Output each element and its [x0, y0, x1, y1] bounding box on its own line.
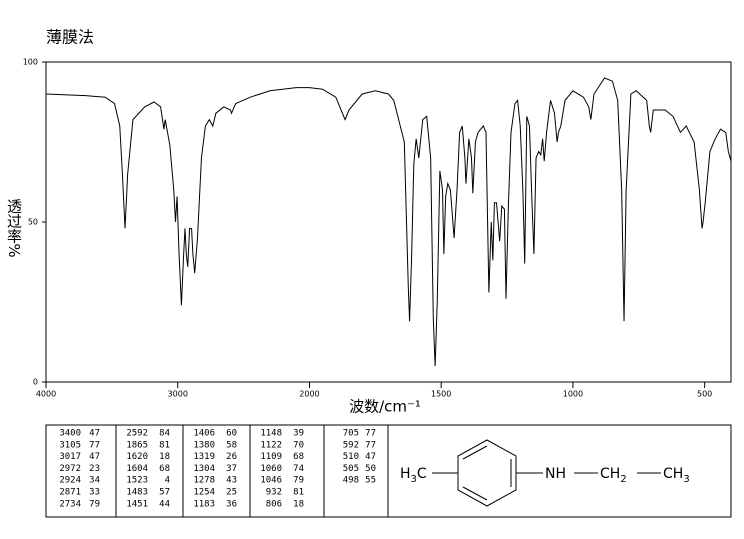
- peak-transmittance: 81: [159, 440, 170, 450]
- y-tick-label: 100: [23, 58, 38, 67]
- peak-wavenumber: 3017: [59, 452, 81, 462]
- atom: H: [400, 466, 411, 482]
- peak-transmittance: 47: [365, 452, 376, 462]
- peak-transmittance: 55: [365, 476, 376, 486]
- peak-wavenumber: 3400: [59, 429, 81, 439]
- peak-wavenumber: 2972: [59, 464, 81, 474]
- chart-title: 薄膜法: [46, 28, 94, 47]
- subscript: 3: [411, 474, 417, 485]
- peak-transmittance: 23: [89, 464, 100, 474]
- peak-wavenumber: 1304: [193, 464, 215, 474]
- peak-wavenumber: 1523: [126, 476, 148, 486]
- peak-transmittance: 84: [159, 429, 170, 439]
- structure-label: CH3: [663, 466, 690, 485]
- peak-wavenumber: 1319: [193, 452, 215, 462]
- peak-wavenumber: 932: [266, 488, 282, 498]
- peak-wavenumber: 1122: [260, 440, 282, 450]
- peak-wavenumber: 1451: [126, 499, 148, 509]
- peak-transmittance: 68: [159, 464, 170, 474]
- peak-wavenumber: 1148: [260, 429, 282, 439]
- structure-label: CH2: [600, 466, 627, 485]
- peak-transmittance: 77: [365, 429, 376, 439]
- peak-transmittance: 18: [159, 452, 170, 462]
- peak-wavenumber: 1254: [193, 488, 215, 498]
- peak-transmittance: 44: [159, 499, 170, 509]
- peak-wavenumber: 2871: [59, 488, 81, 498]
- peak-transmittance: 25: [226, 488, 237, 498]
- peak-wavenumber: 510: [343, 452, 359, 462]
- x-tick-label: 1000: [563, 390, 583, 399]
- peak-transmittance: 37: [226, 464, 237, 474]
- peak-wavenumber: 705: [343, 429, 359, 439]
- peak-wavenumber: 1604: [126, 464, 148, 474]
- peak-wavenumber: 1183: [193, 499, 215, 509]
- atom: CH: [600, 466, 620, 482]
- peak-transmittance: 58: [226, 440, 237, 450]
- peak-transmittance: 77: [365, 440, 376, 450]
- peak-wavenumber: 1620: [126, 452, 148, 462]
- atom: CH: [663, 466, 683, 482]
- peak-transmittance: 43: [226, 476, 237, 486]
- peak-wavenumber: 2734: [59, 499, 81, 509]
- peak-transmittance: 68: [293, 452, 304, 462]
- peak-transmittance: 50: [365, 464, 376, 474]
- peak-wavenumber: 498: [343, 476, 359, 486]
- peak-transmittance: 70: [293, 440, 304, 450]
- peak-transmittance: 74: [293, 464, 304, 474]
- y-axis-label: 透过率%: [5, 198, 23, 257]
- atom: C: [417, 466, 427, 482]
- structure-label: NH: [545, 466, 566, 482]
- peak-transmittance: 4: [165, 476, 170, 486]
- x-tick-label: 1500: [431, 390, 451, 399]
- peak-wavenumber: 1380: [193, 440, 215, 450]
- peak-wavenumber: 1046: [260, 476, 282, 486]
- peak-transmittance: 60: [226, 429, 237, 439]
- peak-wavenumber: 806: [266, 499, 282, 509]
- peak-transmittance: 18: [293, 499, 304, 509]
- y-tick-label: 50: [28, 218, 38, 227]
- peak-transmittance: 34: [89, 476, 100, 486]
- peak-wavenumber: 1060: [260, 464, 282, 474]
- peak-transmittance: 33: [89, 488, 100, 498]
- x-tick-label: 2000: [299, 390, 319, 399]
- peak-transmittance: 79: [293, 476, 304, 486]
- peak-wavenumber: 1406: [193, 429, 215, 439]
- table-dividers: [115, 425, 389, 517]
- peak-transmittance: 39: [293, 429, 304, 439]
- peak-wavenumber: 2592: [126, 429, 148, 439]
- structure-bonds: [432, 439, 661, 507]
- peak-wavenumber: 3105: [59, 440, 81, 450]
- peak-wavenumber: 505: [343, 464, 359, 474]
- peak-transmittance: 47: [89, 429, 100, 439]
- peak-transmittance: 47: [89, 452, 100, 462]
- x-tick-label: 500: [697, 390, 712, 399]
- subscript: 2: [620, 474, 626, 485]
- structure-label: H3C: [400, 466, 427, 485]
- peak-transmittance: 57: [159, 488, 170, 498]
- spectrum-line: [45, 77, 732, 367]
- peak-wavenumber: 1865: [126, 440, 148, 450]
- peak-wavenumber: 2924: [59, 476, 81, 486]
- subscript: 3: [683, 474, 689, 485]
- x-tick-label: 4000: [36, 390, 56, 399]
- peak-transmittance: 77: [89, 440, 100, 450]
- y-tick-label: 0: [33, 378, 38, 387]
- atom: NH: [545, 466, 566, 482]
- peak-wavenumber: 1278: [193, 476, 215, 486]
- peak-transmittance: 26: [226, 452, 237, 462]
- plot-frame: [45, 61, 732, 383]
- peak-wavenumber: 1109: [260, 452, 282, 462]
- x-tick-label: 3000: [168, 390, 188, 399]
- x-axis-label: 波数/cm⁻¹: [349, 398, 421, 416]
- peak-wavenumber: 592: [343, 440, 359, 450]
- peak-wavenumber: 1483: [126, 488, 148, 498]
- peak-transmittance: 36: [226, 499, 237, 509]
- peak-transmittance: 81: [293, 488, 304, 498]
- peak-transmittance: 79: [89, 499, 100, 509]
